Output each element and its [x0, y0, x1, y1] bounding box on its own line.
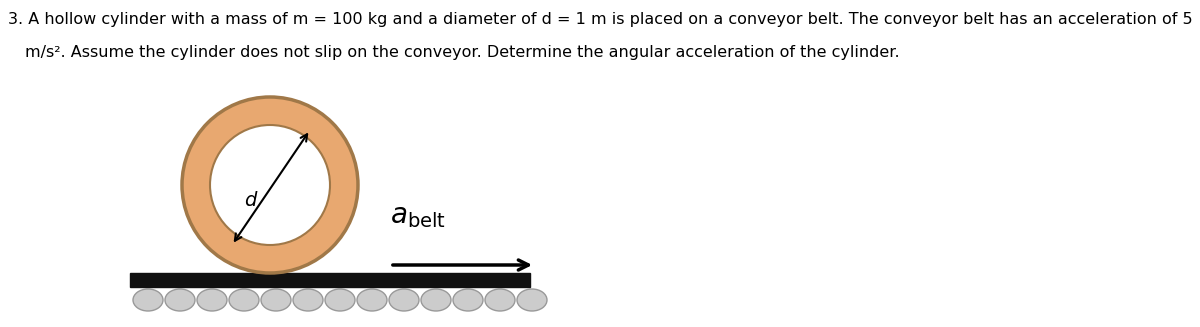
Ellipse shape: [166, 289, 194, 311]
Text: $a_{\rm belt}$: $a_{\rm belt}$: [390, 202, 446, 230]
Ellipse shape: [325, 289, 355, 311]
Ellipse shape: [229, 289, 259, 311]
Ellipse shape: [454, 289, 482, 311]
Ellipse shape: [197, 289, 227, 311]
Ellipse shape: [293, 289, 323, 311]
Ellipse shape: [262, 289, 292, 311]
Ellipse shape: [485, 289, 515, 311]
Text: m/s². Assume the cylinder does not slip on the conveyor. Determine the angular a: m/s². Assume the cylinder does not slip …: [25, 45, 900, 60]
Ellipse shape: [517, 289, 547, 311]
Circle shape: [182, 97, 358, 273]
Bar: [130, 273, 530, 287]
Ellipse shape: [358, 289, 386, 311]
Ellipse shape: [133, 289, 163, 311]
Ellipse shape: [389, 289, 419, 311]
Circle shape: [210, 125, 330, 245]
Text: 3. A hollow cylinder with a mass of m = 100 kg and a diameter of d = 1 m is plac: 3. A hollow cylinder with a mass of m = …: [8, 12, 1193, 27]
Ellipse shape: [421, 289, 451, 311]
Text: d: d: [244, 191, 256, 210]
